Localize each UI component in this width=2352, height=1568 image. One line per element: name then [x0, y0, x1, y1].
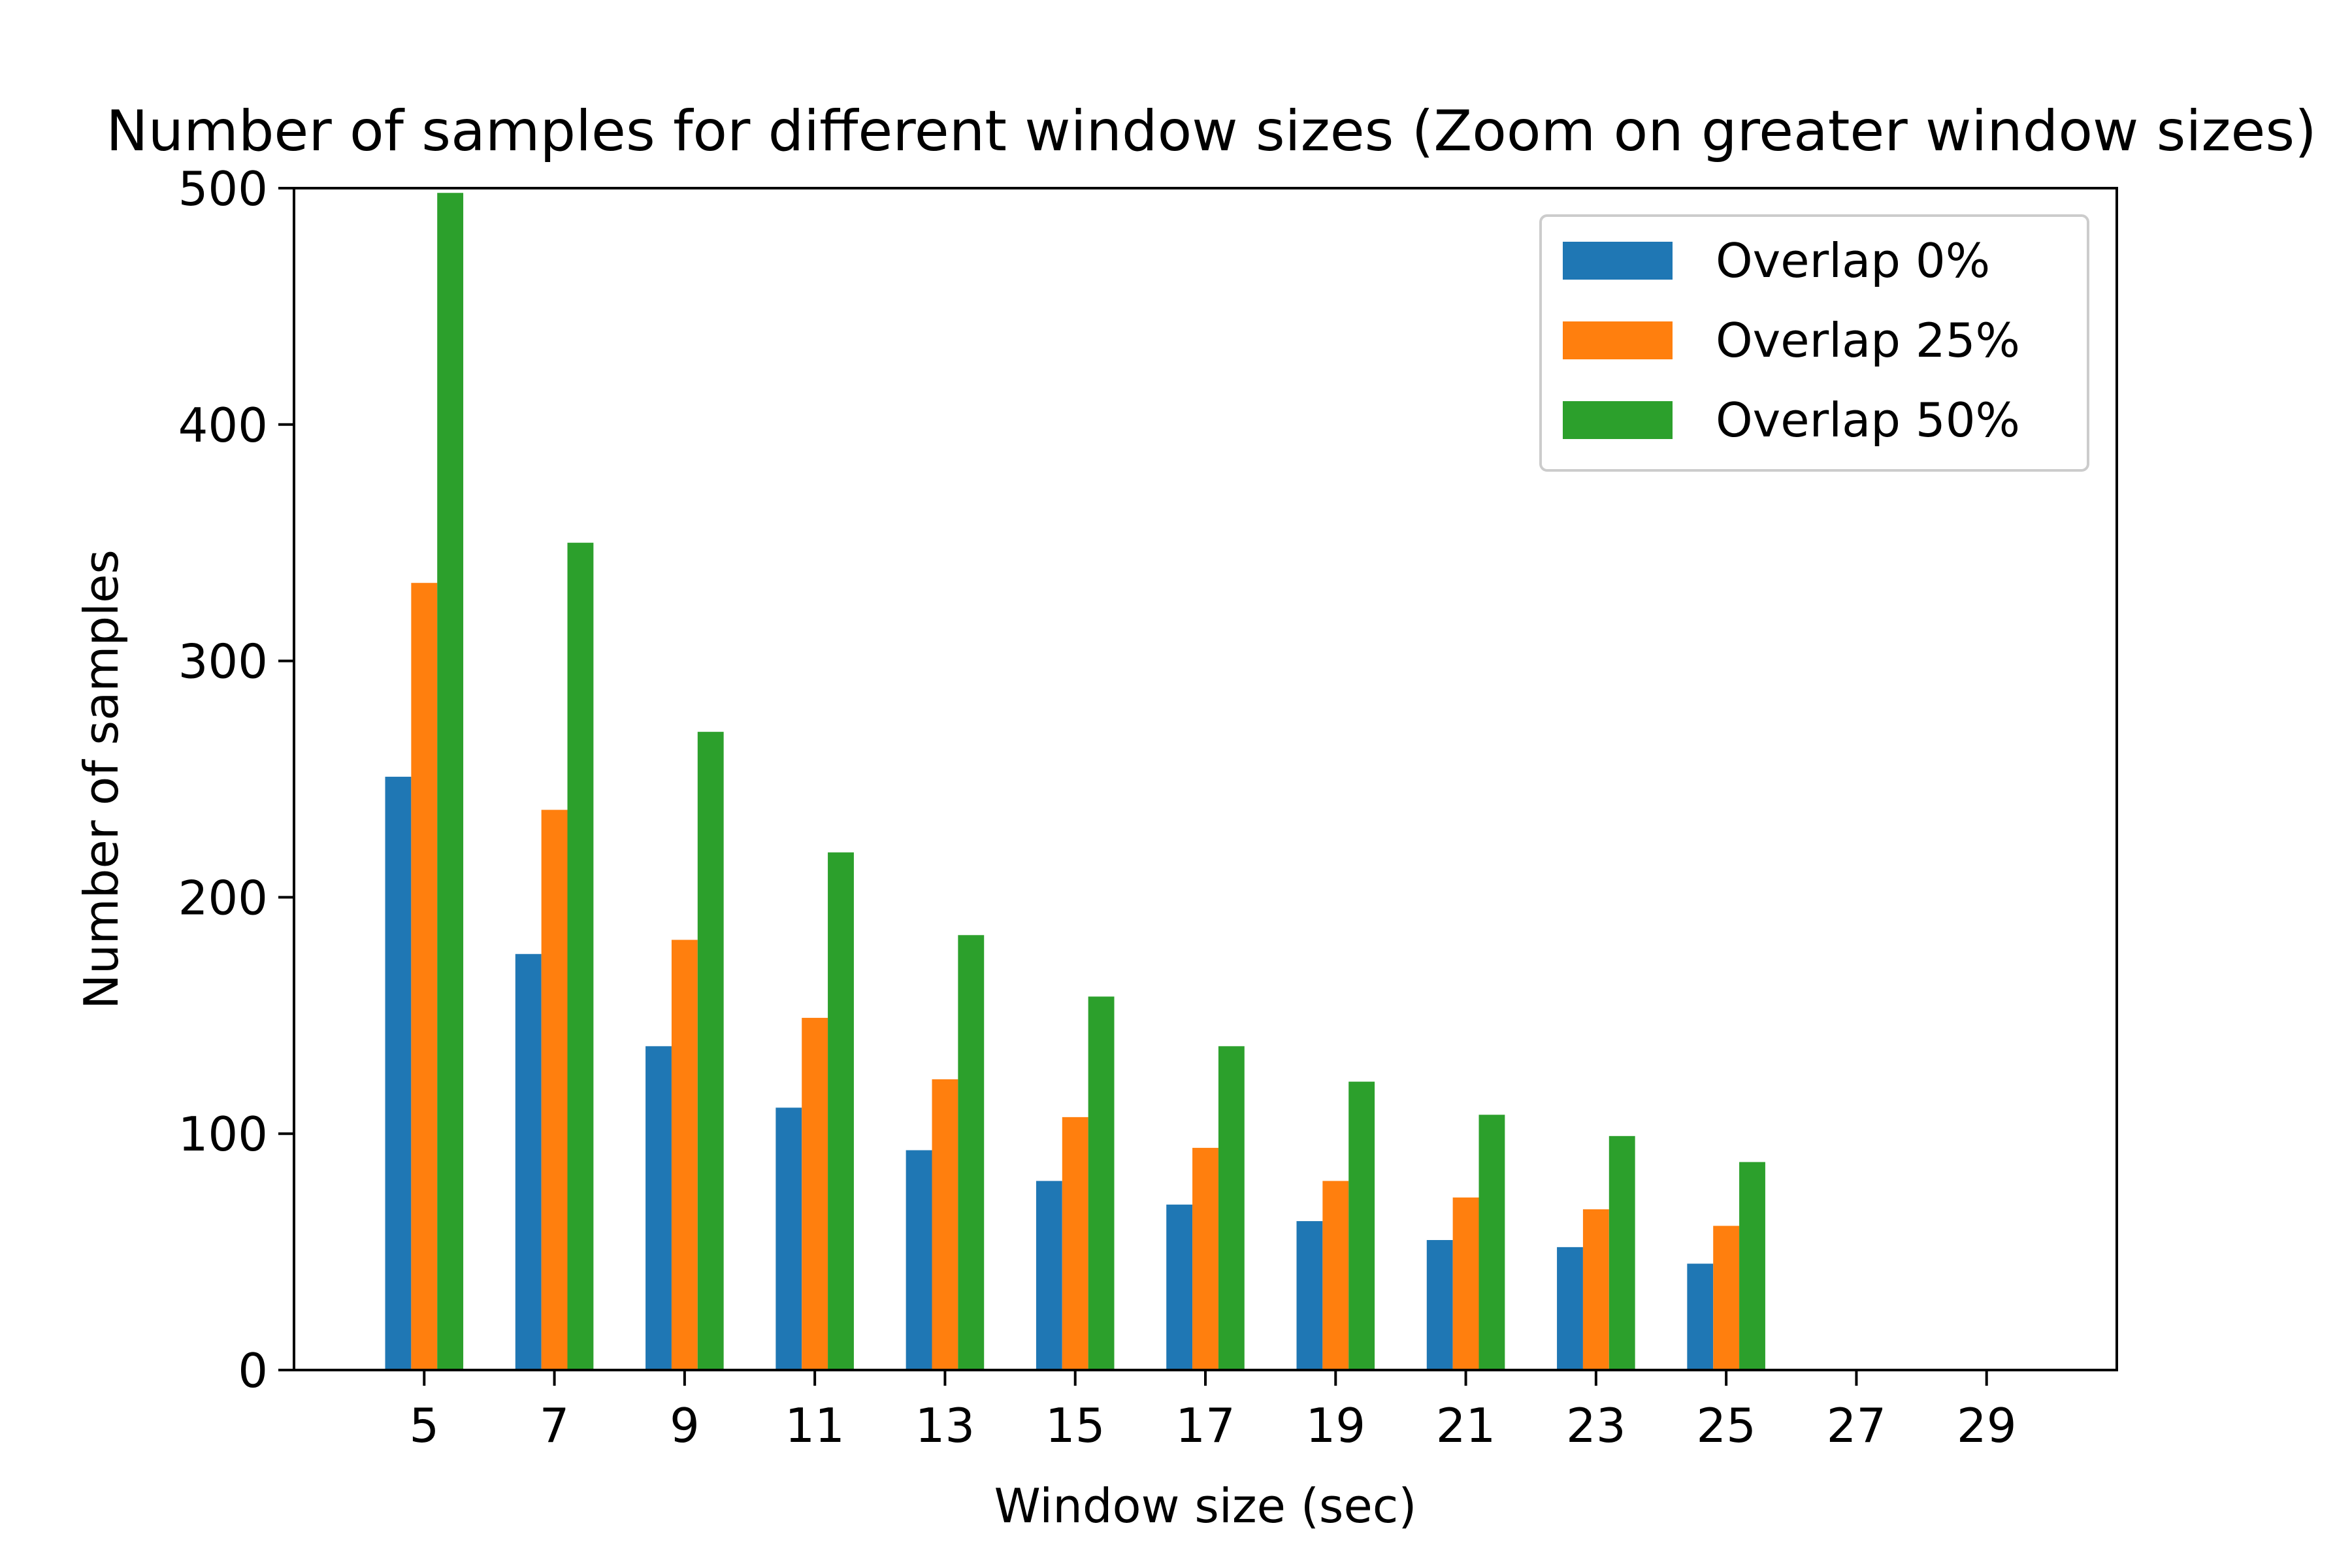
legend-swatch-2 — [1563, 401, 1673, 439]
bar-series0-19 — [1296, 1221, 1323, 1370]
bars-group — [385, 193, 1765, 1371]
x-tick-label: 15 — [1045, 1398, 1105, 1453]
bar-series2-9 — [697, 732, 724, 1370]
bar-series0-21 — [1426, 1240, 1453, 1370]
bar-series2-11 — [828, 852, 854, 1370]
x-tick-label: 29 — [1957, 1398, 2017, 1453]
legend-label-2: Overlap 50% — [1716, 393, 2020, 448]
bar-series1-19 — [1322, 1181, 1349, 1370]
bar-series1-21 — [1452, 1197, 1479, 1370]
bar-series1-15 — [1062, 1117, 1088, 1370]
x-tick-label: 11 — [785, 1398, 845, 1453]
bar-series0-23 — [1557, 1247, 1583, 1370]
x-tick-label: 19 — [1305, 1398, 1365, 1453]
bar-series1-13 — [932, 1079, 958, 1370]
bar-series1-25 — [1713, 1226, 1740, 1370]
bar-series0-7 — [515, 954, 542, 1370]
bar-series0-17 — [1166, 1204, 1193, 1370]
legend-label-1: Overlap 25% — [1716, 313, 2020, 368]
x-tick-label: 21 — [1436, 1398, 1496, 1453]
y-tick-label: 0 — [238, 1343, 268, 1398]
bar-series0-13 — [906, 1150, 932, 1370]
bar-series2-19 — [1348, 1081, 1375, 1370]
legend-frame — [1539, 214, 2089, 472]
bar-series1-17 — [1192, 1147, 1218, 1370]
x-axis-title: Window size (sec) — [994, 1478, 1417, 1533]
bar-series2-17 — [1218, 1046, 1245, 1370]
bar-series2-7 — [567, 542, 594, 1371]
bar-series2-25 — [1739, 1162, 1765, 1370]
y-tick-label: 500 — [178, 161, 268, 216]
x-tick-label: 25 — [1696, 1398, 1756, 1453]
y-tick-label: 300 — [178, 634, 268, 689]
legend: Overlap 0% Overlap 25% Overlap 50% — [1539, 214, 2089, 472]
bar-series0-11 — [776, 1107, 802, 1370]
bar-series0-9 — [645, 1046, 672, 1370]
bar-series1-11 — [802, 1017, 828, 1370]
bar-series0-25 — [1687, 1264, 1714, 1370]
bar-series1-9 — [671, 939, 698, 1370]
y-axis-title: Number of samples — [74, 549, 129, 1009]
bar-series0-15 — [1036, 1181, 1062, 1370]
x-tick-label: 27 — [1827, 1398, 1887, 1453]
x-tick-label: 23 — [1566, 1398, 1626, 1453]
bar-series1-23 — [1582, 1209, 1609, 1370]
bar-series2-13 — [958, 935, 985, 1370]
x-tick-label: 5 — [409, 1398, 439, 1453]
bar-series1-5 — [411, 583, 438, 1370]
legend-swatch-1 — [1563, 321, 1673, 359]
legend-swatch-0 — [1563, 242, 1673, 280]
y-tick-label: 100 — [178, 1107, 268, 1162]
bar-series1-7 — [541, 809, 568, 1370]
y-tick-label: 400 — [178, 398, 268, 453]
x-tick-label: 9 — [670, 1398, 700, 1453]
bar-series2-5 — [437, 193, 464, 1371]
x-tick-label: 7 — [540, 1398, 570, 1453]
x-axis: 5 7 9 11 13 15 17 19 21 23 25 27 29 — [409, 1370, 2017, 1453]
x-tick-label: 17 — [1175, 1398, 1235, 1453]
bar-series2-15 — [1088, 996, 1115, 1370]
bar-series0-5 — [385, 776, 412, 1370]
y-axis: 0 100 200 300 400 500 — [178, 161, 294, 1398]
chart-title: Number of samples for different window s… — [106, 99, 2317, 164]
bar-series2-23 — [1609, 1135, 1635, 1370]
x-tick-label: 13 — [915, 1398, 975, 1453]
bar-series2-21 — [1478, 1115, 1505, 1370]
y-tick-label: 200 — [178, 870, 268, 925]
legend-label-0: Overlap 0% — [1716, 233, 1990, 288]
